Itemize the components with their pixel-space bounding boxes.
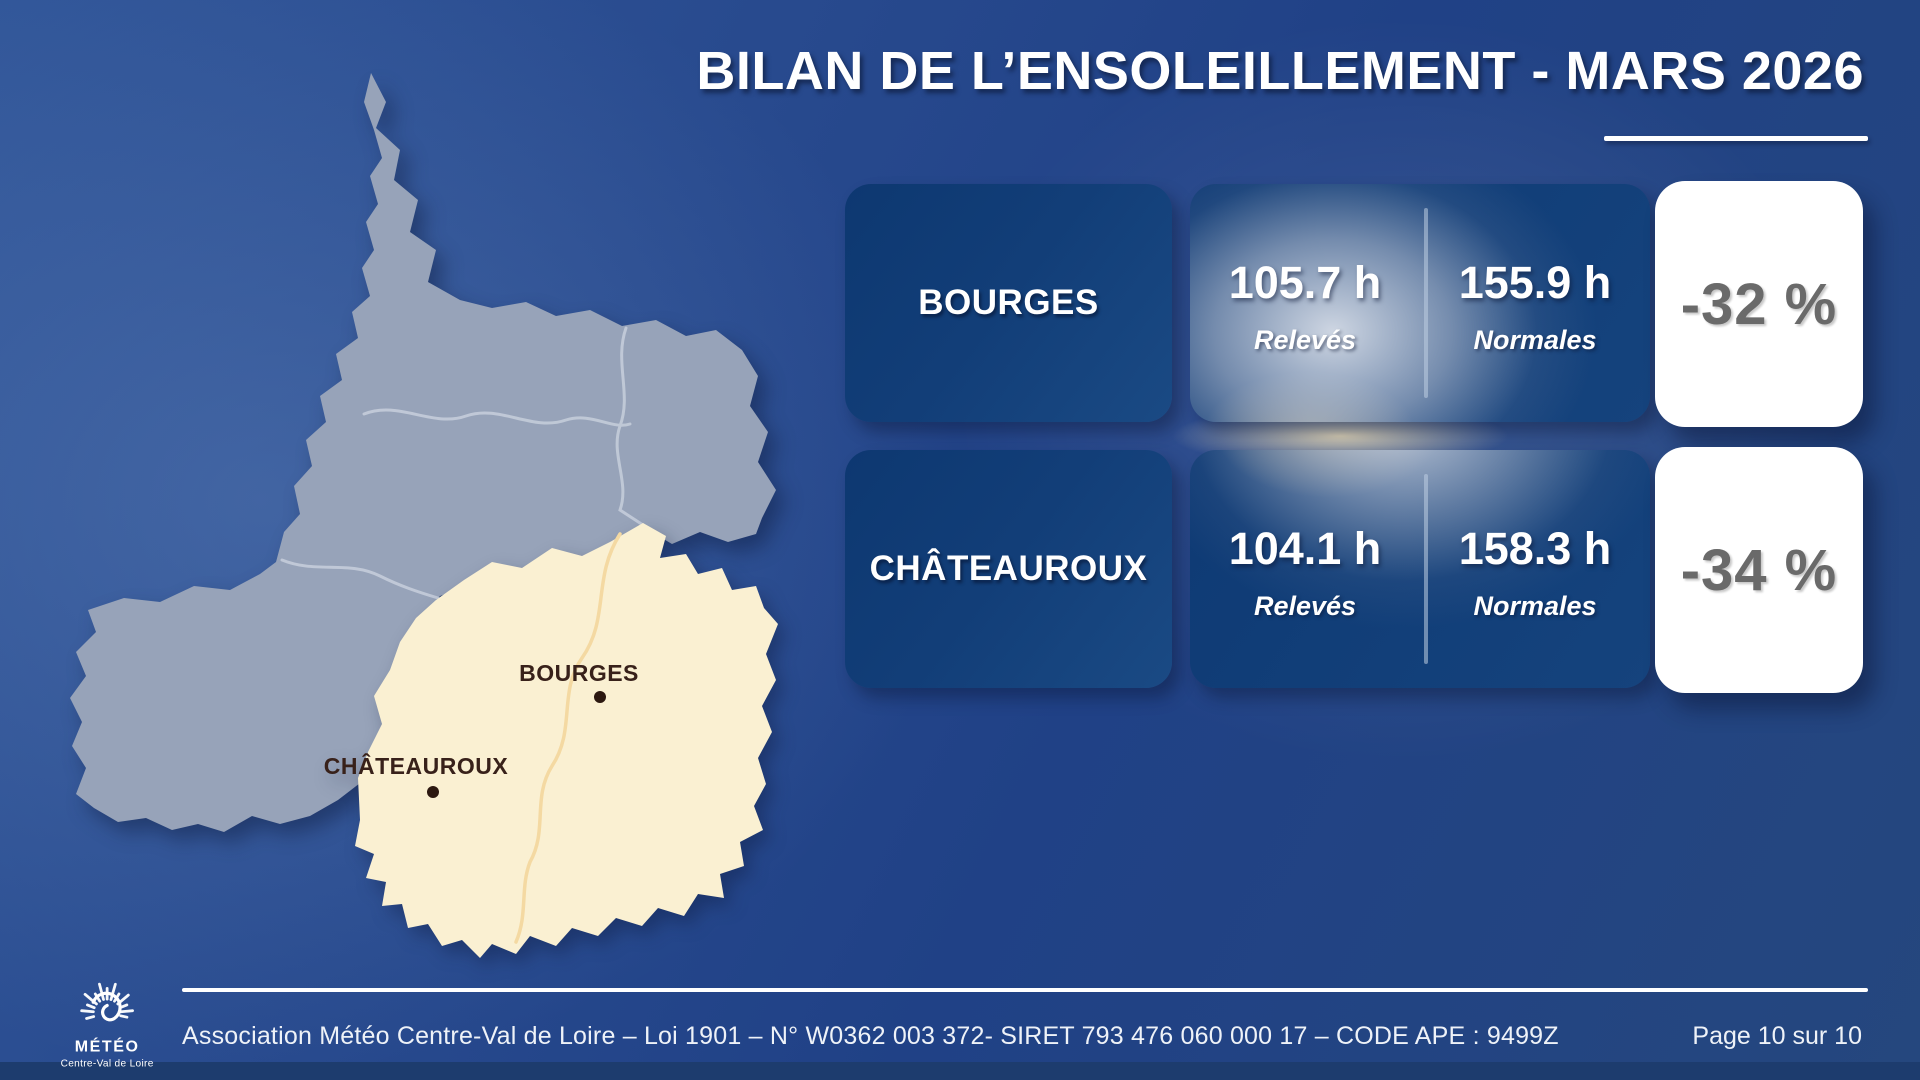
station-card-bourges: BOURGES xyxy=(845,184,1172,422)
station-name: CHÂTEAUROUX xyxy=(869,549,1148,588)
normal-value: 158.3 h xyxy=(1458,522,1612,574)
bourges-marker-dot xyxy=(594,691,606,703)
station-card-chateauroux: CHÂTEAUROUX xyxy=(845,450,1172,688)
title-underline xyxy=(1604,136,1868,141)
normal-label: Normales xyxy=(1473,324,1597,355)
region-map: BOURGES CHÂTEAUROUX xyxy=(64,62,788,962)
values-divider xyxy=(1423,208,1428,398)
observed-value: 105.7 h xyxy=(1228,256,1382,308)
map-highlighted-region: BOURGES CHÂTEAUROUX xyxy=(324,523,778,958)
values-divider xyxy=(1423,474,1428,664)
observed-column: 105.7 h Relevés xyxy=(1190,251,1420,356)
delta-value: -34 % xyxy=(1680,537,1838,603)
normal-value: 155.9 h xyxy=(1458,256,1612,308)
normal-column: 158.3 h Normales xyxy=(1420,517,1650,622)
logo-subtitle: Centre-Val de Loire xyxy=(61,1058,154,1069)
page-indicator: Page 10 sur 10 xyxy=(1692,1022,1862,1050)
sun-spiral-icon: MÉTÉO Centre-Val de Loire xyxy=(61,982,154,1069)
chateauroux-marker-dot xyxy=(427,786,439,798)
observed-column: 104.1 h Relevés xyxy=(1190,517,1420,622)
delta-value: -32 % xyxy=(1680,271,1838,337)
region-map-svg: BOURGES CHÂTEAUROUX xyxy=(70,73,778,958)
indre-cher-border xyxy=(514,532,622,944)
bottom-band xyxy=(0,1062,1920,1080)
normal-column: 155.9 h Normales xyxy=(1420,251,1650,356)
footer-legal-text: Association Météo Centre-Val de Loire – … xyxy=(182,1022,1559,1050)
department-borders xyxy=(280,326,645,600)
observed-value: 104.1 h xyxy=(1228,522,1382,574)
meteo-logo: MÉTÉO Centre-Val de Loire xyxy=(40,966,170,1078)
page-title: BILAN DE L’ENSOLEILLEMENT - MARS 2026 xyxy=(696,41,1864,101)
logo-title: MÉTÉO xyxy=(75,1036,140,1055)
normal-label: Normales xyxy=(1473,590,1597,621)
chateauroux-map-label: CHÂTEAUROUX xyxy=(324,752,509,779)
observed-label: Relevés xyxy=(1253,324,1357,355)
delta-card-chateauroux: -34 % xyxy=(1655,447,1863,693)
sunshine-values-card-bourges: 105.7 h Relevés 155.9 h Normales xyxy=(1190,184,1650,422)
map-base-region xyxy=(70,73,776,832)
observed-label: Relevés xyxy=(1253,590,1357,621)
station-name: BOURGES xyxy=(918,283,1099,322)
footer-divider-line xyxy=(182,988,1868,992)
bourges-map-label: BOURGES xyxy=(519,660,639,686)
sunshine-values-card-chateauroux: 104.1 h Relevés 158.3 h Normales xyxy=(1190,450,1650,688)
delta-card-bourges: -32 % xyxy=(1655,181,1863,427)
